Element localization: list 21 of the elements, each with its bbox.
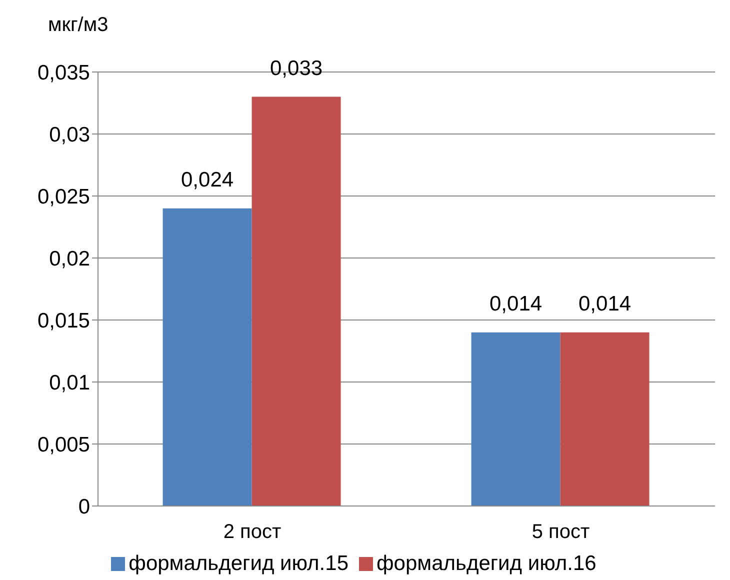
y-tick-label: 0,03: [49, 123, 90, 146]
x-tick-label: 2 пост: [223, 521, 282, 544]
legend-label: формальдегид июл.15: [128, 552, 348, 575]
bar: [560, 332, 650, 506]
y-tick-label: 0,01: [49, 371, 90, 394]
bar: [471, 332, 560, 506]
y-tick-label: 0: [78, 495, 90, 518]
y-tick-label: 0,02: [49, 247, 90, 270]
data-label: 0,033: [270, 56, 323, 80]
data-label: 0,024: [181, 168, 234, 192]
data-label: 0,014: [490, 292, 542, 316]
data-label: 0,014: [578, 292, 632, 316]
y-tick-label: 0,035: [37, 61, 90, 84]
y-tick-label: 0,025: [37, 185, 90, 208]
bar: [252, 96, 341, 506]
legend-label: формальдегид июл.16: [376, 552, 596, 575]
x-tick-label: 5 пост: [532, 521, 590, 544]
y-tick-label: 0,005: [37, 433, 90, 456]
y-tick-label: 0,015: [37, 309, 90, 332]
bar: [162, 208, 252, 506]
y-axis-title: мкг/м3: [48, 14, 108, 37]
